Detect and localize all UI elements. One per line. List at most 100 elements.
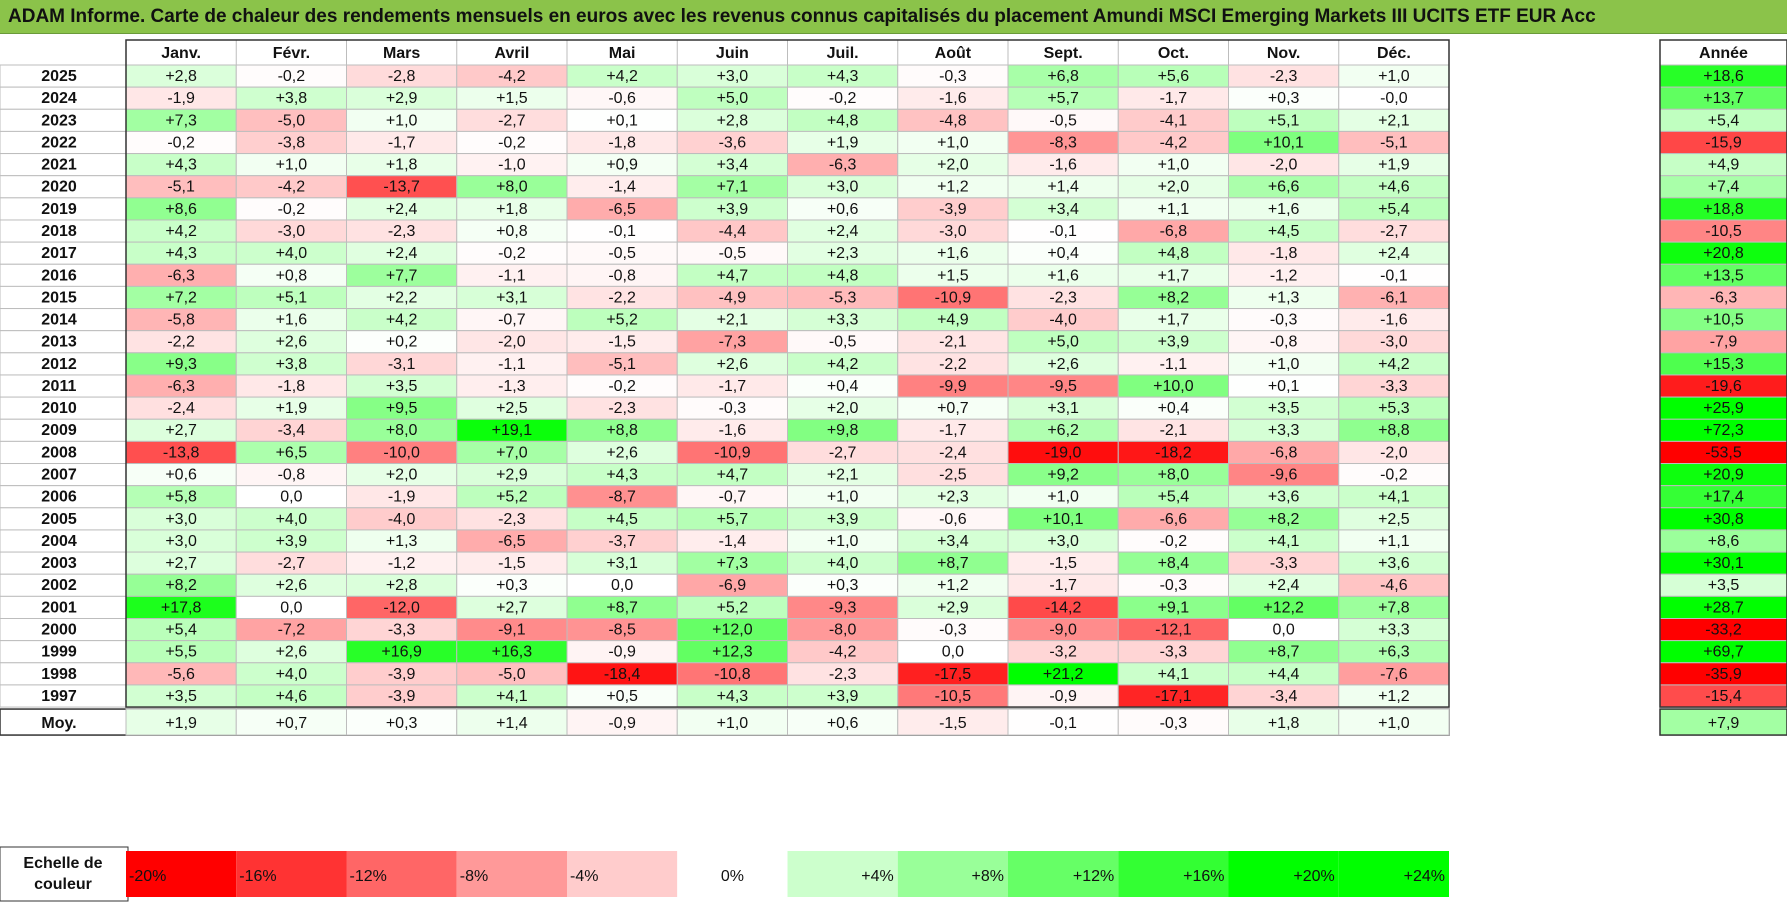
heat-value-2024-12: -0,0 xyxy=(1380,90,1408,107)
scale-label-8: +8% xyxy=(972,868,1004,885)
annual-value-2025: +18,6 xyxy=(1703,68,1744,85)
heat-value-2020-3: -13,7 xyxy=(383,179,420,196)
heat-value-2006-8: +2,3 xyxy=(937,489,969,506)
heat-value-2010-6: -0,3 xyxy=(719,400,747,417)
heat-value-2009-6: -1,6 xyxy=(719,422,747,439)
heat-value-2016-9: +1,6 xyxy=(1047,267,1079,284)
heat-value-2019-1: +8,6 xyxy=(165,201,197,218)
annual-value-2002: +3,5 xyxy=(1708,577,1740,594)
heat-value-2014-6: +2,1 xyxy=(717,312,749,329)
annual-value-2011: -19,6 xyxy=(1705,378,1742,395)
heat-value-2003-8: +8,7 xyxy=(937,555,969,572)
scale-label-10: +16% xyxy=(1183,868,1224,885)
heat-value-2007-12: -0,2 xyxy=(1380,467,1408,484)
heat-value-2013-8: -2,1 xyxy=(939,334,967,351)
heat-value-2000-7: -8,0 xyxy=(829,622,857,639)
annual-value-2001: +28,7 xyxy=(1703,599,1744,616)
year-label-2023: 2023 xyxy=(41,112,77,129)
heat-value-2015-11: +1,3 xyxy=(1268,289,1300,306)
year-label-2004: 2004 xyxy=(41,533,77,550)
year-label-2001: 2001 xyxy=(41,599,77,616)
heat-value-2006-4: +5,2 xyxy=(496,489,528,506)
heat-value-2013-9: +5,0 xyxy=(1047,334,1079,351)
heat-value-2022-9: -8,3 xyxy=(1049,134,1077,151)
scale-swatch-8 xyxy=(897,851,1008,897)
heat-value-2012-10: -1,1 xyxy=(1160,356,1188,373)
heat-value-2008-6: -10,9 xyxy=(714,444,751,461)
heat-value-2017-3: +2,4 xyxy=(386,245,418,262)
heat-value-2020-8: +1,2 xyxy=(937,179,969,196)
heat-value-2020-6: +7,1 xyxy=(717,179,749,196)
heat-value-2017-4: -0,2 xyxy=(498,245,526,262)
month-header-3: Mars xyxy=(383,45,420,62)
heat-value-2002-2: +2,6 xyxy=(276,577,308,594)
heat-value-2018-6: -4,4 xyxy=(719,223,747,240)
scale-swatch-11 xyxy=(1228,851,1339,897)
heat-value-2004-2: +3,9 xyxy=(276,533,308,550)
heat-value-2019-11: +1,6 xyxy=(1268,201,1300,218)
heat-value-2007-9: +9,2 xyxy=(1047,467,1079,484)
heat-value-1997-9: -0,9 xyxy=(1049,688,1077,705)
heat-value-2006-5: -8,7 xyxy=(608,489,636,506)
heat-value-2012-4: -1,1 xyxy=(498,356,526,373)
heat-value-1997-5: +0,5 xyxy=(606,688,638,705)
heat-value-2003-9: -1,5 xyxy=(1049,555,1077,572)
annual-value-2020: +7,4 xyxy=(1708,179,1740,196)
heat-value-2007-8: -2,5 xyxy=(939,467,967,484)
scale-swatch-5 xyxy=(567,851,678,897)
heat-value-2000-8: -0,3 xyxy=(939,622,967,639)
heat-value-1999-11: +8,7 xyxy=(1268,644,1300,661)
heat-value-2008-5: +2,6 xyxy=(606,444,638,461)
year-label-2022: 2022 xyxy=(41,134,77,151)
heat-value-2013-7: -0,5 xyxy=(829,334,857,351)
heat-value-2015-5: -2,2 xyxy=(608,289,636,306)
heat-value-2012-6: +2,6 xyxy=(717,356,749,373)
heat-value-2021-11: -2,0 xyxy=(1270,157,1298,174)
heat-value-2022-6: -3,6 xyxy=(719,134,747,151)
year-label-2011: 2011 xyxy=(42,378,77,395)
heat-value-2002-5: 0,0 xyxy=(611,577,633,594)
heat-value-1998-1: -5,6 xyxy=(167,666,195,683)
month-header-10: Oct. xyxy=(1158,45,1189,62)
average-value-1: +1,9 xyxy=(165,715,197,732)
year-label-2007: 2007 xyxy=(41,467,77,484)
year-label-2008: 2008 xyxy=(41,444,77,461)
heat-value-2004-9: +3,0 xyxy=(1047,533,1079,550)
heat-value-2000-3: -3,3 xyxy=(388,622,416,639)
average-value-12: +1,0 xyxy=(1378,715,1410,732)
heat-value-2024-7: -0,2 xyxy=(829,90,857,107)
scale-label-12: +24% xyxy=(1404,868,1445,885)
heat-value-2017-12: +2,4 xyxy=(1378,245,1410,262)
heat-value-2024-6: +5,0 xyxy=(717,90,749,107)
heat-value-2022-2: -3,8 xyxy=(278,134,306,151)
heat-value-2025-6: +3,0 xyxy=(717,68,749,85)
annual-column-frame xyxy=(1659,39,1787,708)
heat-value-2021-12: +1,9 xyxy=(1378,157,1410,174)
heat-value-1997-8: -10,5 xyxy=(935,688,972,705)
heat-value-2003-3: -1,2 xyxy=(388,555,416,572)
heat-value-2019-6: +3,9 xyxy=(717,201,749,218)
heat-value-2025-10: +5,6 xyxy=(1158,68,1190,85)
heat-value-2016-2: +0,8 xyxy=(276,267,308,284)
heat-value-2001-11: +12,2 xyxy=(1263,599,1304,616)
year-label-2020: 2020 xyxy=(41,179,77,196)
heat-value-2009-11: +3,3 xyxy=(1268,422,1300,439)
average-value-6: +1,0 xyxy=(717,715,749,732)
heat-value-2015-3: +2,2 xyxy=(386,289,418,306)
heat-value-2012-8: -2,2 xyxy=(939,356,967,373)
heat-value-2006-11: +3,6 xyxy=(1268,489,1300,506)
heat-value-2017-6: -0,5 xyxy=(719,245,747,262)
heat-value-2017-5: -0,5 xyxy=(608,245,636,262)
heat-value-2022-4: -0,2 xyxy=(498,134,526,151)
heat-value-2022-3: -1,7 xyxy=(388,134,416,151)
average-annual-value: +7,9 xyxy=(1708,715,1740,732)
heat-value-2001-6: +5,2 xyxy=(717,599,749,616)
heat-value-2004-1: +3,0 xyxy=(165,533,197,550)
heat-value-2006-9: +1,0 xyxy=(1047,489,1079,506)
annual-value-1997: -15,4 xyxy=(1705,688,1742,705)
month-header-7: Juil. xyxy=(827,45,859,62)
heat-value-2009-4: +19,1 xyxy=(492,422,533,439)
heat-value-2019-7: +0,6 xyxy=(827,201,859,218)
heat-value-2024-1: -1,9 xyxy=(167,90,195,107)
